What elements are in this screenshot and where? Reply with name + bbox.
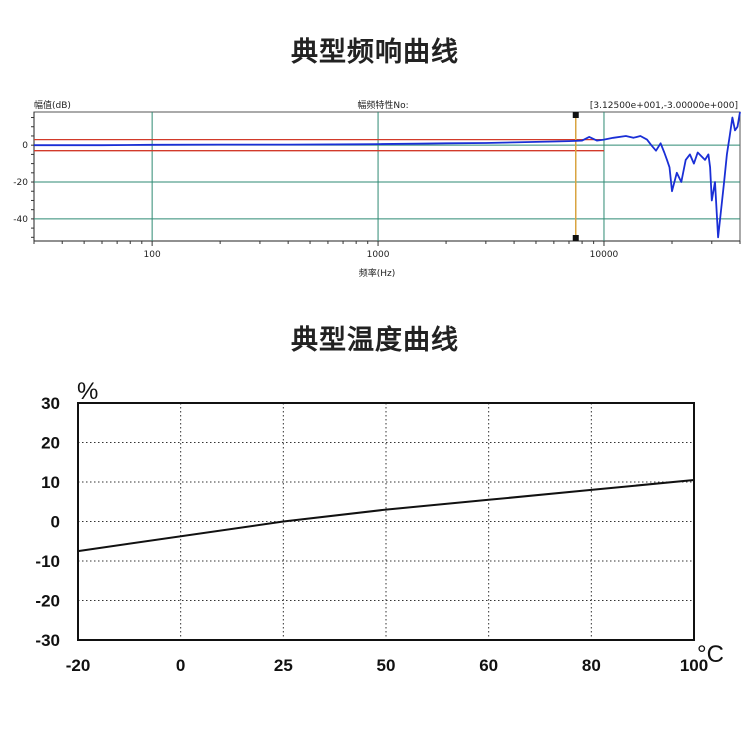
temp-x-tick-label: 80 xyxy=(582,656,601,675)
temp-x-tick-labels: -20 0 25 50 60 80 100 xyxy=(66,656,708,675)
freq-y-tick-label: 0 xyxy=(22,141,28,151)
temp-plot-frame xyxy=(77,402,695,641)
temp-series-line-0 xyxy=(77,479,695,553)
temp-y-tick-labels: 30 20 10 0 -10 -20 -30 xyxy=(35,394,60,650)
freq-y-axis-label: 幅值(dB) xyxy=(34,99,71,111)
freq-header-right: [3.12500e+001,-3.00000e+000] xyxy=(590,101,738,111)
temp-y-tick-label: 30 xyxy=(41,394,60,413)
temp-series xyxy=(77,479,695,553)
freq-y-tick-labels: 0 -20 -40 xyxy=(13,141,28,225)
freq-header-center: 幅频特性No: xyxy=(357,99,408,111)
temperature-curve-title: 典型温度曲线 xyxy=(291,325,459,356)
temp-y-tick-label: 10 xyxy=(41,473,60,492)
freq-x-tick-labels: 100 1000 10000 xyxy=(144,250,619,260)
temp-x-tick-label: -20 xyxy=(66,656,91,675)
freq-limit-lines xyxy=(34,138,604,152)
temp-x-unit: °C xyxy=(697,641,724,668)
temp-y-tick-label: 20 xyxy=(41,434,60,453)
temp-x-tick-label: 25 xyxy=(274,656,293,675)
temp-y-tick-label: -30 xyxy=(35,631,60,650)
freq-minor-ticks xyxy=(31,117,741,246)
temp-x-tick-label: 0 xyxy=(176,656,185,675)
temp-grid xyxy=(78,403,694,640)
freq-plot-frame xyxy=(33,111,741,242)
freq-y-tick-label: -20 xyxy=(13,178,28,188)
freq-series xyxy=(34,111,741,239)
freq-x-tick-label: 100 xyxy=(144,250,161,260)
temp-x-tick-label: 50 xyxy=(377,656,396,675)
frequency-response-title: 典型频响曲线 xyxy=(291,37,459,68)
freq-cursor-handle-top[interactable] xyxy=(572,112,579,118)
freq-cursor[interactable] xyxy=(572,112,579,241)
temp-y-tick-label: -10 xyxy=(35,552,60,571)
temp-y-unit: % xyxy=(77,378,98,405)
freq-y-tick-label: -40 xyxy=(13,215,28,225)
freq-series-line-0 xyxy=(34,111,741,239)
frequency-response-chart: 幅值(dB) 幅频特性No: [3.12500e+001,-3.00000e+0… xyxy=(13,99,741,279)
freq-cursor-handle-bottom[interactable] xyxy=(572,235,579,241)
temp-y-tick-label: 0 xyxy=(51,513,60,532)
temp-x-tick-label: 100 xyxy=(680,656,708,675)
freq-x-tick-label: 10000 xyxy=(590,250,619,260)
temp-y-tick-label: -20 xyxy=(35,592,60,611)
freq-x-axis-label: 频率(Hz) xyxy=(359,267,396,279)
temp-x-tick-label: 60 xyxy=(479,656,498,675)
freq-x-tick-label: 1000 xyxy=(367,250,390,260)
